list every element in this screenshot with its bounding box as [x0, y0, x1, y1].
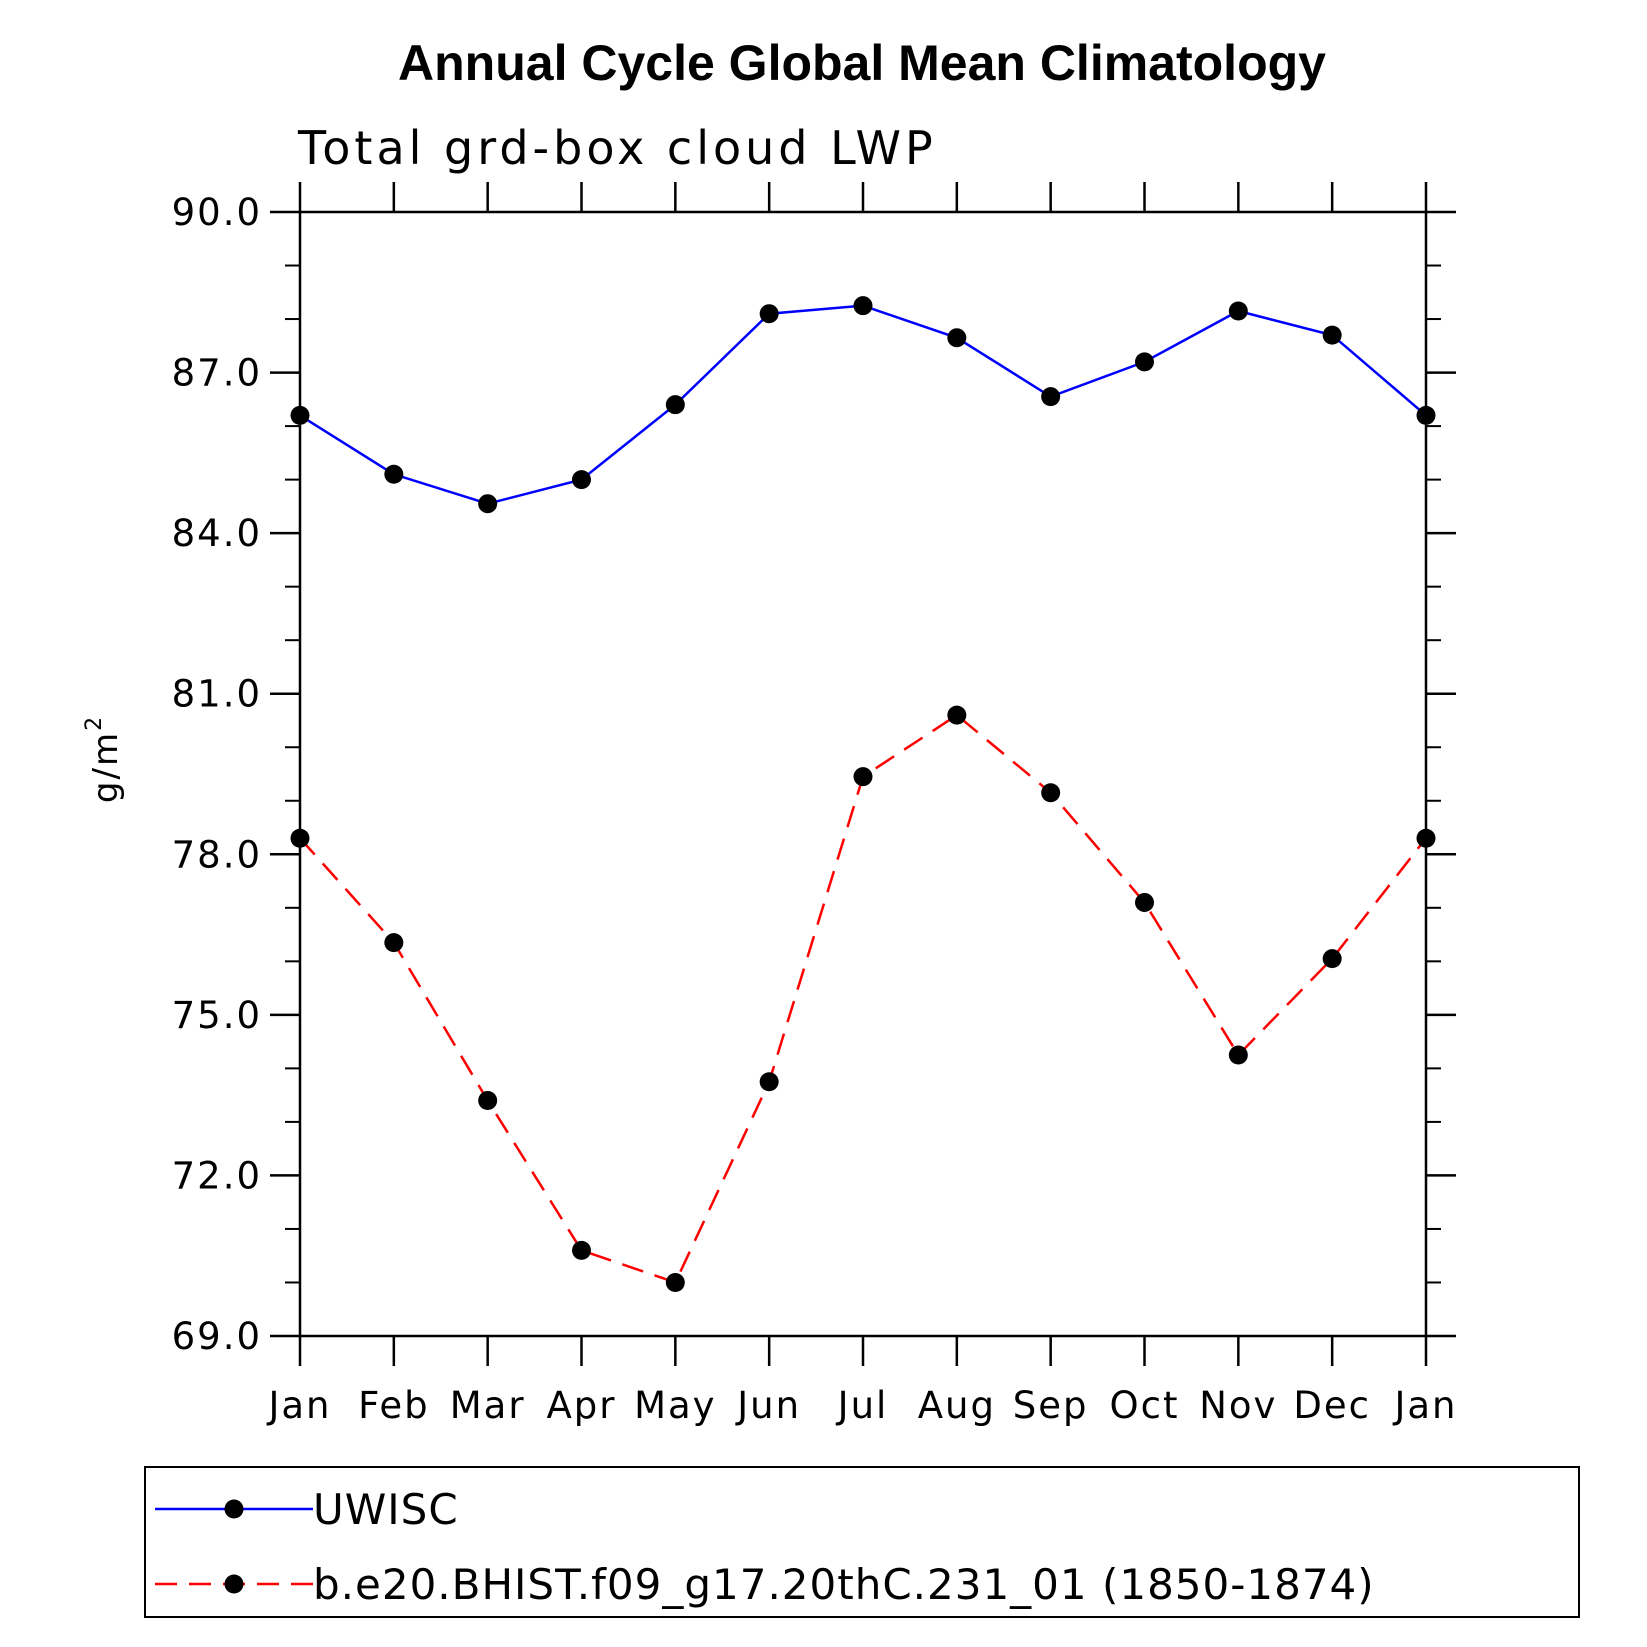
- y-tick-label: 78.0: [172, 833, 262, 876]
- x-tick-label: Dec: [1293, 1384, 1371, 1427]
- x-tick-label: Jan: [266, 1384, 331, 1427]
- data-point: [665, 395, 685, 415]
- y-axis-label-text: g/m: [86, 731, 126, 803]
- data-point: [1322, 325, 1342, 345]
- x-tick-label: Feb: [358, 1384, 430, 1427]
- y-axis-label-superscript: 2: [82, 715, 107, 731]
- svg-text:g/m2: g/m2: [82, 715, 126, 803]
- data-point: [290, 828, 310, 848]
- data-point: [572, 470, 591, 490]
- y-axis-label: g/m2: [82, 715, 126, 803]
- y-tick-label: 81.0: [172, 673, 262, 716]
- y-tick-label: 69.0: [172, 1315, 262, 1358]
- data-point: [478, 494, 498, 514]
- data-point: [1228, 1045, 1248, 1065]
- data-point: [759, 304, 779, 324]
- x-tick-label: Apr: [546, 1384, 616, 1427]
- data-point: [1041, 783, 1061, 803]
- tick-layer: 69.0 72.0 75.0 78.0 81.0 84.0 87.0 90.0 Jan Feb Ma…: [172, 182, 1457, 1427]
- data-point: [572, 1240, 591, 1260]
- x-tick-label: Sep: [1013, 1384, 1089, 1427]
- series-uwisc: [290, 296, 1436, 514]
- x-tick-label: Nov: [1199, 1384, 1277, 1427]
- data-point: [1041, 387, 1061, 407]
- series-bhist: [290, 705, 1436, 1292]
- data-point: [1135, 352, 1154, 372]
- chart-subtitle: Total grd-box cloud LWP: [297, 121, 937, 175]
- series-layer: [290, 296, 1436, 1292]
- series-line: [299, 304, 1427, 506]
- data-point: [384, 933, 404, 953]
- legend-marker: [224, 1574, 244, 1594]
- data-point: [1416, 405, 1436, 425]
- data-point: [1228, 301, 1248, 321]
- x-tick-label: Jun: [735, 1384, 801, 1427]
- data-point: [478, 1090, 498, 1110]
- y-tick-label: 87.0: [172, 352, 262, 395]
- y-tick-label: 84.0: [172, 512, 262, 555]
- data-point: [665, 1272, 685, 1292]
- data-point: [947, 705, 967, 725]
- data-point: [1322, 949, 1342, 969]
- legend-label: b.e20.BHIST.f09_g17.20thC.231_01 (1850-1…: [313, 1560, 1375, 1609]
- legend-marker: [224, 1499, 244, 1519]
- data-point: [759, 1072, 779, 1092]
- x-tick-label: Jul: [836, 1384, 889, 1427]
- data-point: [853, 767, 873, 787]
- chart-title: Annual Cycle Global Mean Climatology: [398, 35, 1326, 91]
- legend: UWISC b.e20.BHIST.f09_g17.20thC.231_01 (1…: [144, 1466, 1580, 1618]
- data-point: [853, 296, 873, 316]
- x-tick-label: Aug: [918, 1384, 996, 1427]
- series-line: [299, 713, 1427, 1285]
- data-point: [1416, 828, 1436, 848]
- x-tick-label: May: [634, 1384, 717, 1427]
- x-tick-label: Jan: [1392, 1384, 1457, 1427]
- y-tick-label: 72.0: [172, 1154, 262, 1197]
- data-point: [1135, 892, 1154, 912]
- data-point: [947, 328, 967, 348]
- x-tick-label: Mar: [450, 1384, 526, 1427]
- x-tick-label: Oct: [1110, 1384, 1180, 1427]
- y-tick-label: 75.0: [172, 994, 262, 1037]
- legend-label: UWISC: [313, 1485, 459, 1534]
- y-tick-label: 90.0: [172, 191, 262, 234]
- data-point: [384, 464, 404, 484]
- legend-box: [144, 1466, 1580, 1618]
- data-point: [290, 405, 310, 425]
